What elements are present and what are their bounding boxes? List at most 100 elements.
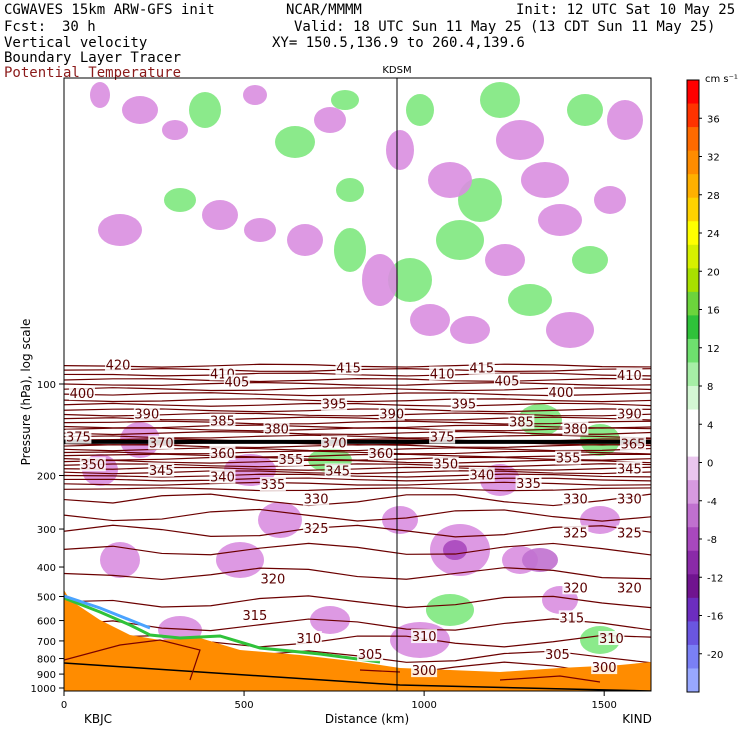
theta-contour-line [64,372,651,377]
station-left-label: KBJC [84,712,112,726]
theta-label-bg [616,406,643,421]
theta-label-bg [79,457,106,472]
theta-label-bg [598,631,625,646]
w-blob [164,188,196,212]
theta-label: 345 [149,464,174,479]
surface-line [64,662,651,691]
colorbar-swatch [687,456,699,481]
theta-label-bg [468,360,495,375]
theta-label: 380 [563,422,588,437]
colorbar-swatch [687,480,699,505]
theta-label: 385 [210,415,235,430]
colorbar-tick-label: 32 [707,153,720,164]
theta-label-bg [562,525,589,540]
y-tick-label: 700 [37,637,56,648]
theta-label-bg [303,521,330,536]
x-axis: 0 500 1000 1500 [61,691,617,711]
y-tick-label: 600 [37,617,56,628]
w-blob [244,218,276,242]
valid-time: Valid: 18 UTC Sun 11 May 25 (13 CDT Sun … [294,19,716,35]
y-tick-label: 300 [37,525,56,536]
theta-label: 305 [358,648,383,663]
w-blob [90,82,110,108]
theta-label-bg [303,491,330,506]
theta-label: 330 [304,493,329,508]
tropopause-band [64,439,651,444]
w-blob [572,246,608,274]
theta-label-bg [432,456,459,471]
field-potential-temperature: Potential Temperature [4,65,182,81]
colorbar-tick-label: -8 [707,535,717,546]
theta-label: 370 [149,437,174,452]
colorbar-tick-label: 0 [707,459,713,470]
terrain-edge-blue [64,594,151,630]
theta-contour-line [64,487,651,492]
theta-label-bg [209,469,236,484]
theta-label: 360 [210,447,235,462]
terrain-area [64,590,651,691]
theta-label-bg [468,467,495,482]
colorbar-swatch [687,103,699,128]
colorbar-swatch [687,574,699,599]
y-tick-label: 1000 [31,684,56,695]
colorbar-swatch [687,644,699,669]
theta-label-bg [555,450,582,465]
theta-label: 400 [70,387,95,402]
w-blob [406,94,434,126]
theta-contour-line [64,408,651,413]
w-blob [508,284,552,316]
colorbar-swatch [687,150,699,175]
theta-label: 325 [563,526,588,541]
w-blob [450,316,490,344]
theta-label-bg [263,421,290,436]
theta-label-bg [321,396,348,411]
theta-label-bg [429,429,456,444]
theta-label: 390 [134,408,159,423]
w-blob [521,162,569,198]
colorbar-swatch [687,268,699,293]
theta-contour-line [64,402,651,407]
w-blob [98,214,142,246]
w-blob [314,107,346,133]
colorbar-tick-label: 4 [707,420,713,431]
theta-label-bg [562,580,589,595]
theta-label-bg [69,386,96,401]
theta-label-bg [209,446,236,461]
theta-contour-line [64,493,651,507]
terrain-theta-lines [64,639,601,683]
theta-label: 310 [296,632,321,647]
w-blob [362,254,398,306]
colorbar-swatch [687,197,699,222]
y-axis-title: Pressure (hPa), log scale [19,319,33,466]
w-blob [428,162,472,198]
theta-label: 335 [260,478,285,493]
w-blob [100,542,140,578]
colorbar-tick-label: -4 [707,497,717,508]
theta-label-bg [493,373,520,388]
w-blob [436,220,484,260]
colorbar-tick-label: 24 [707,229,720,240]
y-tick-label: 200 [37,472,56,483]
theta-label: 330 [563,493,588,508]
x-tick-label: 1000 [411,700,436,711]
theta-label: 365 [621,437,646,452]
colorbar-tick-label: 16 [707,306,720,317]
theta-label-bg [450,396,477,411]
w-blob [162,120,188,140]
colorbar-swatch [687,527,699,552]
theta-contour-line [64,524,651,538]
theta-label-bg [133,406,160,421]
theta-label-bg [411,629,438,644]
colorbar-swatch [687,244,699,269]
theta-label: 415 [469,362,494,377]
field-vertical-velocity: Vertical velocity [4,35,148,51]
theta-label-bg [515,475,542,490]
colorbar: 36 32 28 24 20 16 12 8 4 0 -4 -8 -12 -16 -20 [686,79,723,693]
y-tick-label: 400 [37,563,56,574]
theta-label-bg [295,631,322,646]
theta-label-bg [321,435,348,450]
colorbar-swatch [687,80,699,105]
theta-label-bg [429,366,456,381]
